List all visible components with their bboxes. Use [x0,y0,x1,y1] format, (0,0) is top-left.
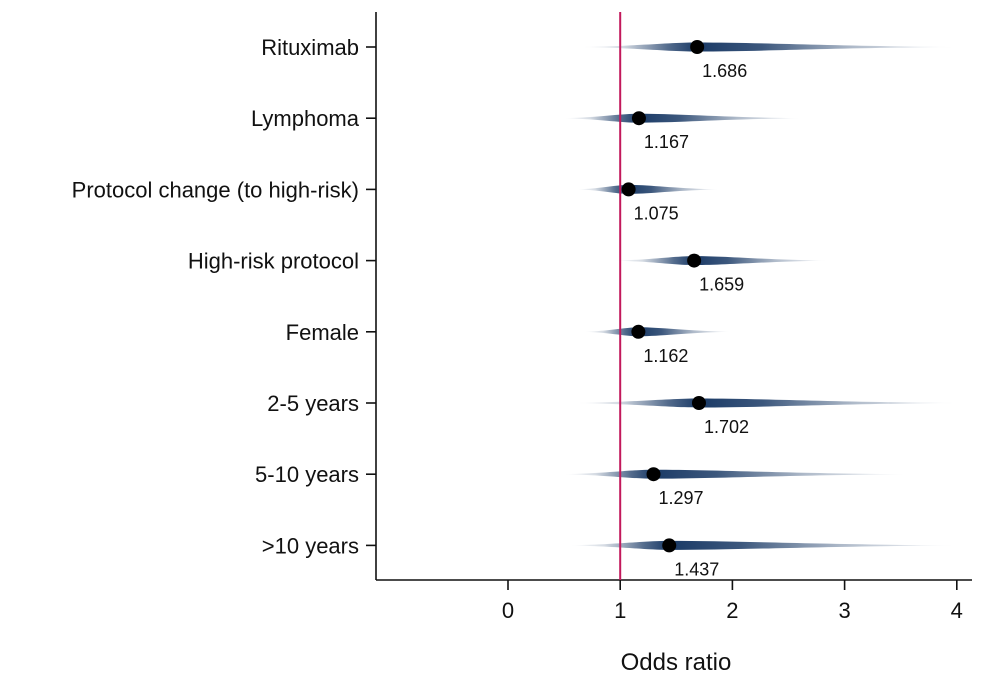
estimate-point [621,182,636,197]
estimate-value-label: 1.167 [644,132,689,152]
estimate-value-label: 1.659 [699,275,744,295]
category-label: 2-5 years [267,391,359,416]
spread-band [564,469,907,479]
point-layer [621,40,706,553]
spread-band [577,184,719,194]
axes [375,12,972,581]
estimate-value-label: 1.702 [704,417,749,437]
category-labels: Rituximab Lymphoma Protocol change (to hig… [72,35,376,558]
x-tick-label: 1 [614,598,626,623]
spread-band [564,113,802,123]
spread-band [569,540,957,550]
spread-layer [564,42,957,550]
x-tick-label: 0 [502,598,514,623]
x-tick-label: 3 [838,598,850,623]
spread-band [614,256,828,266]
spread-band [580,42,957,52]
estimate-point [662,538,677,553]
x-ticks: 0 1 2 3 4 [502,580,963,623]
category-label: Protocol change (to high-risk) [72,177,359,202]
x-tick-label: 2 [726,598,738,623]
x-tick-label: 4 [951,598,963,623]
estimate-labels: 1.686 1.167 1.075 1.659 1.162 1.702 1.297 1.437 [634,61,749,579]
spread-band [584,327,731,337]
estimate-point [690,40,705,54]
estimate-point [687,253,702,268]
estimate-point [631,324,646,339]
estimate-point [691,396,706,410]
estimate-point [631,111,646,126]
category-label: Lymphoma [251,106,360,131]
estimate-value-label: 1.686 [702,61,747,81]
category-label: >10 years [262,533,359,558]
spread-band [575,398,957,408]
estimate-value-label: 1.297 [659,488,704,508]
category-label: 5-10 years [255,462,359,487]
estimate-point [646,467,661,482]
estimate-value-label: 1.437 [674,559,719,579]
category-label: Female [286,320,359,345]
category-label: Rituximab [261,35,359,60]
category-label: High-risk protocol [188,249,359,274]
x-axis-title: Odds ratio [621,649,732,676]
estimate-value-label: 1.162 [643,346,688,366]
estimate-value-label: 1.075 [634,203,679,223]
